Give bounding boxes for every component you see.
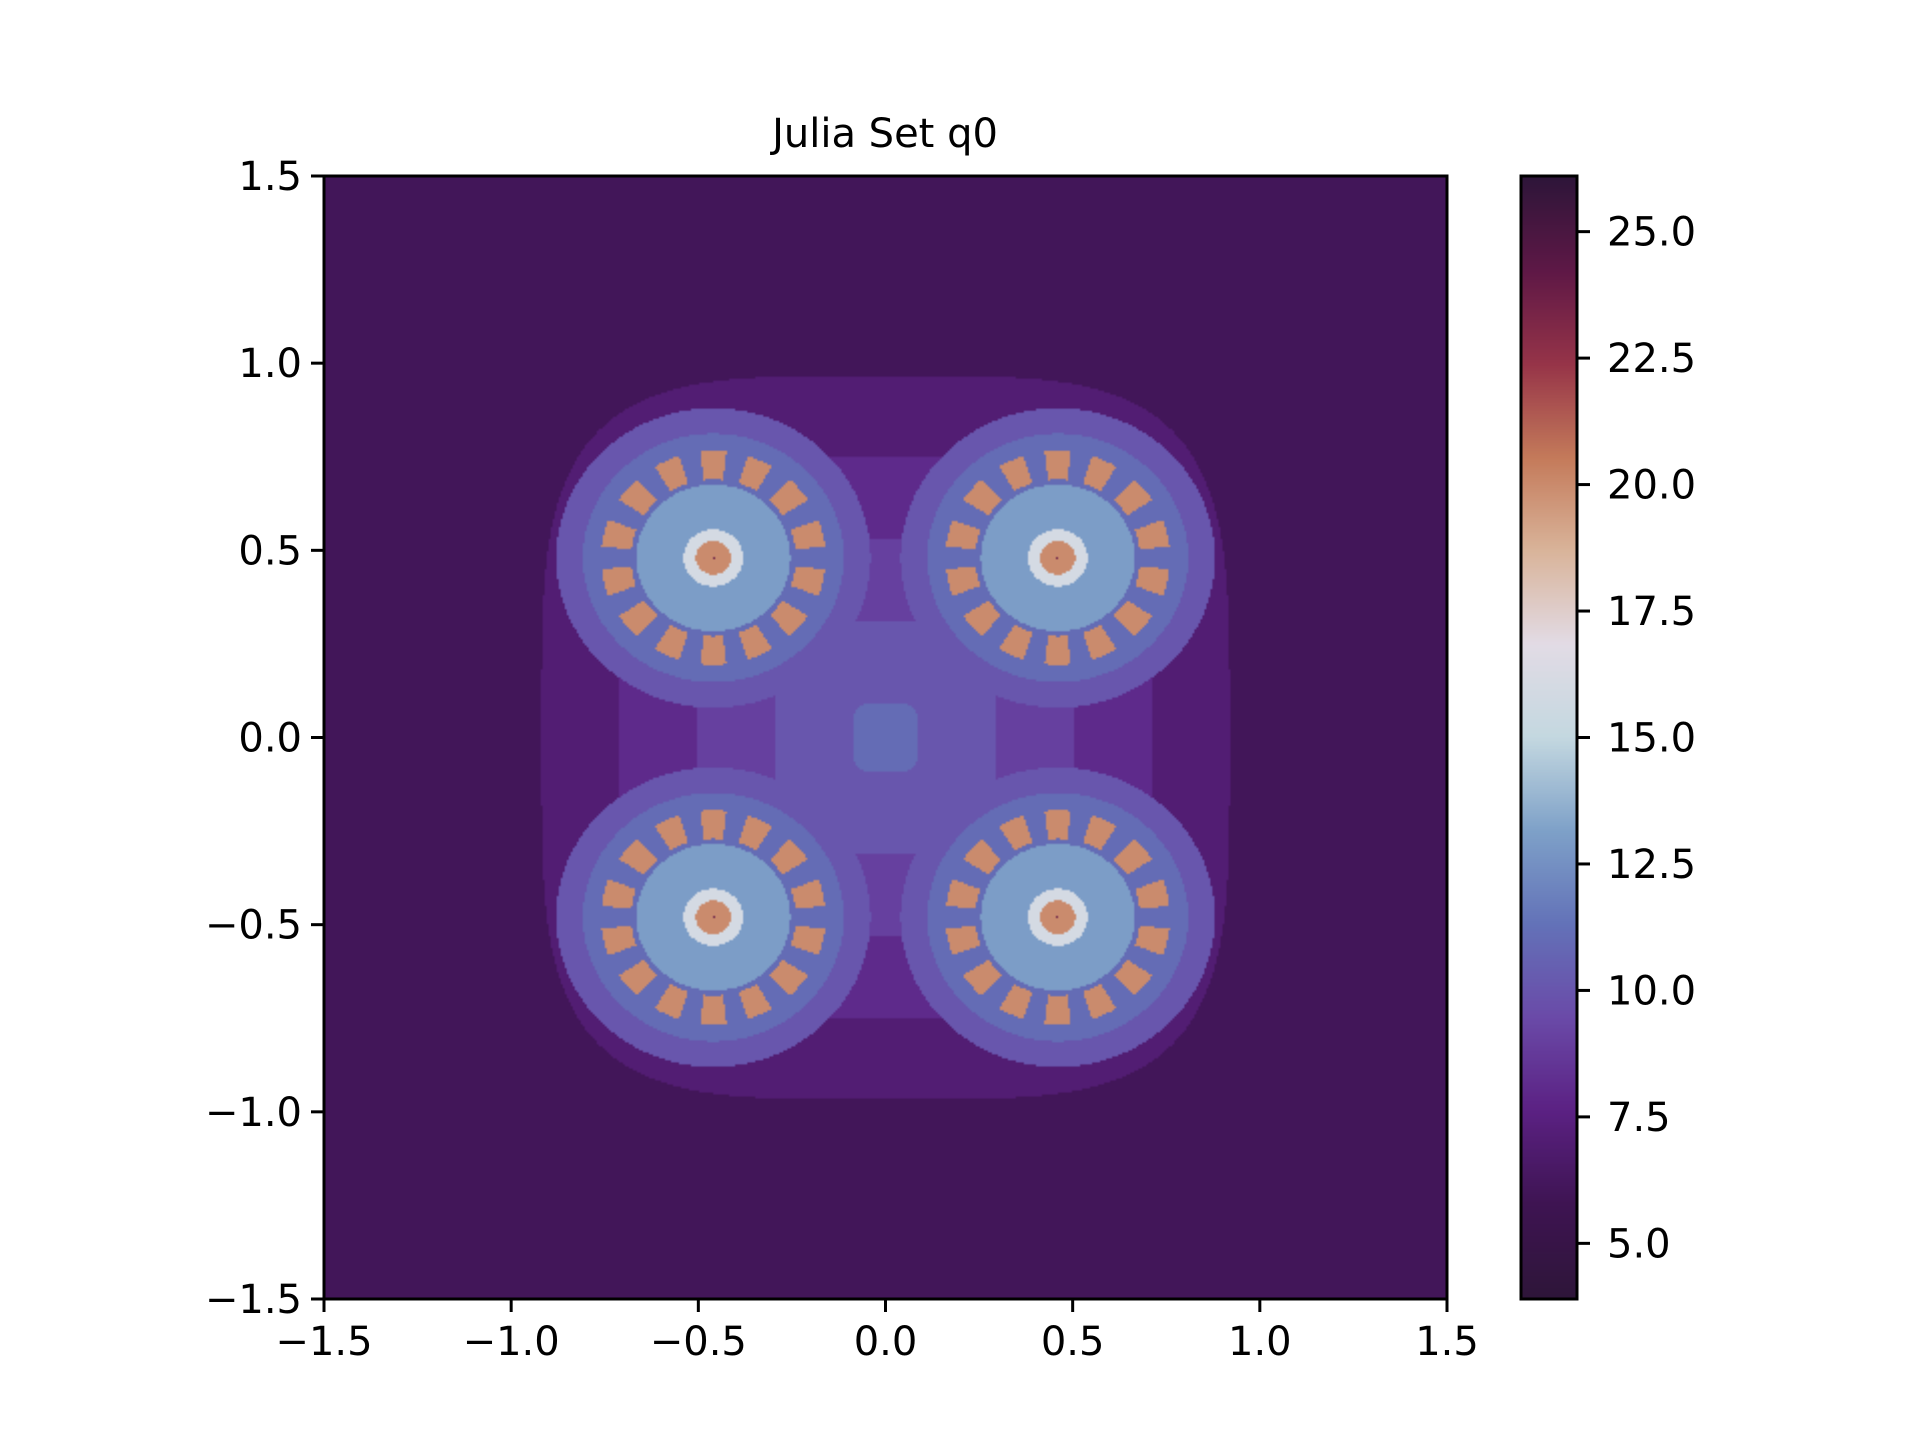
y-tick-label: −1.0 <box>205 1090 302 1136</box>
x-tick-label: 1.5 <box>1415 1319 1479 1365</box>
julia-set-heatmap <box>324 176 1447 1299</box>
colorbar-tick-label: 25.0 <box>1607 210 1696 256</box>
y-tick-label: 0.5 <box>238 528 302 574</box>
x-axis: −1.5 −1.0 −0.5 0.0 0.5 1.0 1.5 <box>275 1299 1479 1365</box>
colorbar-gradient <box>1521 176 1577 1299</box>
y-axis: 1.5 1.0 0.5 0.0 −0.5 −1.0 −1.5 <box>205 154 324 1323</box>
y-tick-label: 0.0 <box>238 716 302 762</box>
colorbar-tick-label: 15.0 <box>1607 716 1696 762</box>
y-tick-label: 1.5 <box>238 154 302 200</box>
y-tick-label: 1.0 <box>238 341 302 387</box>
colorbar-frame <box>1519 174 1579 1301</box>
y-tick-label: −1.5 <box>205 1277 302 1323</box>
colorbar-axis: 25.0 22.5 20.0 17.5 15.0 12.5 10.0 7.5 5.0 <box>1577 210 1696 1267</box>
plot-frame <box>322 174 1449 1301</box>
colorbar-tick-label: 7.5 <box>1607 1095 1671 1141</box>
colorbar-tick-label: 5.0 <box>1607 1221 1671 1267</box>
y-tick-label: −0.5 <box>205 903 302 949</box>
x-tick-label: −1.0 <box>463 1319 560 1365</box>
colorbar-tick-label: 17.5 <box>1607 589 1696 635</box>
x-tick-label: −0.5 <box>650 1319 747 1365</box>
chart-title: Julia Set q0 <box>769 111 998 157</box>
colorbar-tick-label: 10.0 <box>1607 968 1696 1014</box>
x-tick-label: 0.5 <box>1041 1319 1105 1365</box>
colorbar-tick-label: 20.0 <box>1607 463 1696 509</box>
colorbar-tick-label: 22.5 <box>1607 336 1696 382</box>
x-tick-label: 0.0 <box>854 1319 918 1365</box>
x-tick-label: −1.5 <box>275 1319 372 1365</box>
x-tick-label: 1.0 <box>1228 1319 1292 1365</box>
colorbar-tick-label: 12.5 <box>1607 842 1696 888</box>
